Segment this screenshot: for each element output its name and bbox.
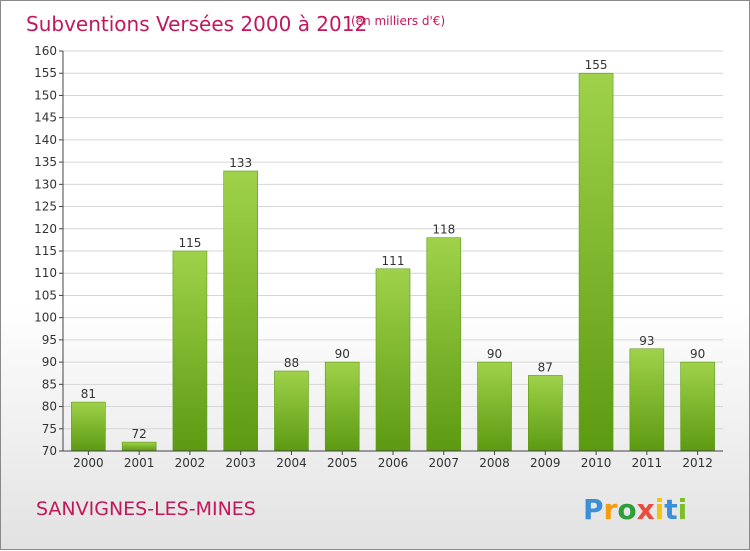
x-tick-label-2006: 2006 [378, 456, 409, 470]
value-label-2003: 133 [229, 156, 252, 170]
logo-letter: P [583, 493, 604, 526]
x-tick-label-2009: 2009 [530, 456, 561, 470]
chart-title: Subventions Versées 2000 à 2012 [26, 12, 367, 36]
y-tick-label: 120 [34, 222, 57, 236]
logo-letter: x [637, 493, 655, 526]
y-tick-label: 110 [34, 266, 57, 280]
value-label-2012: 90 [690, 347, 705, 361]
x-tick-label-2012: 2012 [682, 456, 713, 470]
x-tick-label-2001: 2001 [124, 456, 155, 470]
x-tick-label-2011: 2011 [632, 456, 663, 470]
bar-2011 [629, 348, 665, 452]
y-tick-label: 100 [34, 311, 57, 325]
value-label-2005: 90 [335, 347, 350, 361]
value-label-2002: 115 [178, 236, 201, 250]
bar-2004 [274, 370, 309, 452]
bar-2010 [578, 72, 614, 452]
chart-subtitle: (en milliers d'€) [351, 14, 445, 28]
bar-2008 [477, 361, 512, 452]
value-label-2006: 111 [382, 254, 405, 268]
bar-2007 [426, 237, 462, 452]
y-tick-label: 90 [42, 355, 57, 369]
value-label-2010: 155 [585, 58, 608, 72]
bar-2005 [324, 361, 360, 452]
bar-2002 [172, 250, 208, 452]
bar-2012 [680, 361, 715, 452]
x-tick-label-2000: 2000 [73, 456, 104, 470]
value-label-2001: 72 [132, 427, 147, 441]
x-tick-label-2008: 2008 [479, 456, 510, 470]
axes-layer: 70 75 80 85 90 95 100 105 110 115 120 125 130 135 140 1… [34, 44, 723, 470]
value-label-2009: 87 [538, 360, 553, 374]
y-tick-label: 105 [34, 288, 57, 302]
logo-letter: r [604, 493, 618, 526]
y-tick-label: 75 [42, 422, 57, 436]
y-tick-label: 70 [42, 444, 57, 458]
y-tick-label: 115 [34, 244, 57, 258]
y-tick-label: 130 [34, 177, 57, 191]
place-name: SANVIGNES-LES-MINES [36, 498, 256, 520]
y-tick-label: 95 [42, 333, 57, 347]
bars-layer: 81 72 115 133 88 90 111 118 90 87 155 93 90 [71, 58, 715, 452]
x-tick-label-2003: 2003 [225, 456, 256, 470]
y-tick-label: 135 [34, 155, 57, 169]
y-tick-label: 140 [34, 133, 57, 147]
logo-letter: t [664, 493, 677, 526]
bar-2006 [375, 268, 411, 452]
bar-2001 [121, 441, 157, 452]
y-tick-label: 80 [42, 400, 57, 414]
value-label-2011: 93 [639, 334, 654, 348]
x-tick-label-2010: 2010 [581, 456, 612, 470]
bar-2009 [528, 375, 563, 452]
y-tick-label: 160 [34, 44, 57, 58]
x-tick-label-2004: 2004 [276, 456, 307, 470]
x-tick-label-2007: 2007 [428, 456, 459, 470]
y-tick-label: 150 [34, 88, 57, 102]
value-label-2008: 90 [487, 347, 502, 361]
value-label-2007: 118 [432, 223, 455, 237]
logo-letter: i [678, 493, 688, 526]
y-tick-label: 85 [42, 377, 57, 391]
x-tick-label-2005: 2005 [327, 456, 358, 470]
proxiti-logo: Proxiti [583, 493, 687, 526]
y-tick-label: 125 [34, 200, 57, 214]
logo-letter: i [655, 493, 665, 526]
y-tick-label: 145 [34, 111, 57, 125]
x-tick-label-2002: 2002 [175, 456, 206, 470]
value-label-2004: 88 [284, 356, 299, 370]
bar-2000 [71, 401, 106, 452]
value-label-2000: 81 [81, 387, 96, 401]
y-tick-label: 155 [34, 66, 57, 80]
logo-letter: o [617, 493, 636, 526]
bar-2003 [223, 170, 258, 452]
